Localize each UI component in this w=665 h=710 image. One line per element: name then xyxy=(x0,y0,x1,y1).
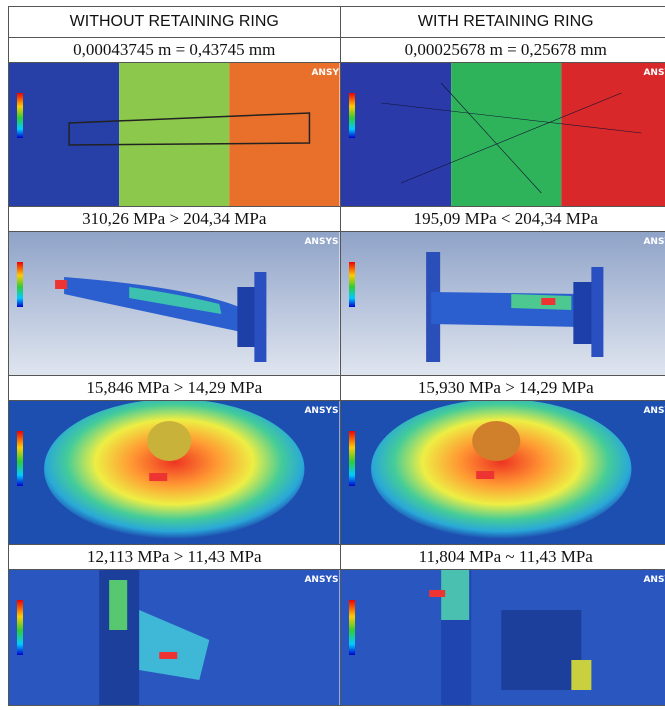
caption: 0,00043745 m = 0,43745 mm xyxy=(9,38,341,63)
deformation-image: ANSYS xyxy=(341,63,665,206)
brand: ANSYS xyxy=(311,68,339,78)
brand: ANSYS xyxy=(643,237,665,247)
brand: ANSYS xyxy=(643,406,665,416)
stress-image: ANSYS xyxy=(341,570,665,705)
stress-image: ANSYS xyxy=(341,232,665,375)
caption: 11,804 MPa ~ 11,43 MPa xyxy=(340,545,665,570)
deformation-image: ANSYS xyxy=(9,63,340,206)
stress-image: ANSYS xyxy=(9,570,340,705)
caption: 15,930 MPa > 14,29 MPa xyxy=(340,376,665,401)
page: WITHOUT RETAINING RING WITH RETAINING RI… xyxy=(0,0,665,710)
stress-image: ANSYS xyxy=(9,232,340,375)
caption: 0,00025678 m = 0,25678 mm xyxy=(340,38,665,63)
brand: ANSYS xyxy=(643,68,665,78)
brand: ANSYS xyxy=(304,237,338,247)
caption: 12,113 MPa > 11,43 MPa xyxy=(9,545,341,570)
brand: ANSYS xyxy=(304,575,338,585)
brand: ANSYS xyxy=(304,406,338,416)
header-cell: WITH RETAINING RING xyxy=(340,7,665,38)
stress-image: ANSYS xyxy=(341,401,665,544)
caption: 310,26 MPa > 204,34 MPa xyxy=(9,207,341,232)
caption: 15,846 MPa > 14,29 MPa xyxy=(9,376,341,401)
brand: ANSYS xyxy=(643,575,665,585)
header-cell: WITHOUT RETAINING RING xyxy=(9,7,341,38)
results-table: WITHOUT RETAINING RING WITH RETAINING RI… xyxy=(8,6,665,706)
stress-image: ANSYS xyxy=(9,401,340,544)
caption: 195,09 MPa < 204,34 MPa xyxy=(340,207,665,232)
